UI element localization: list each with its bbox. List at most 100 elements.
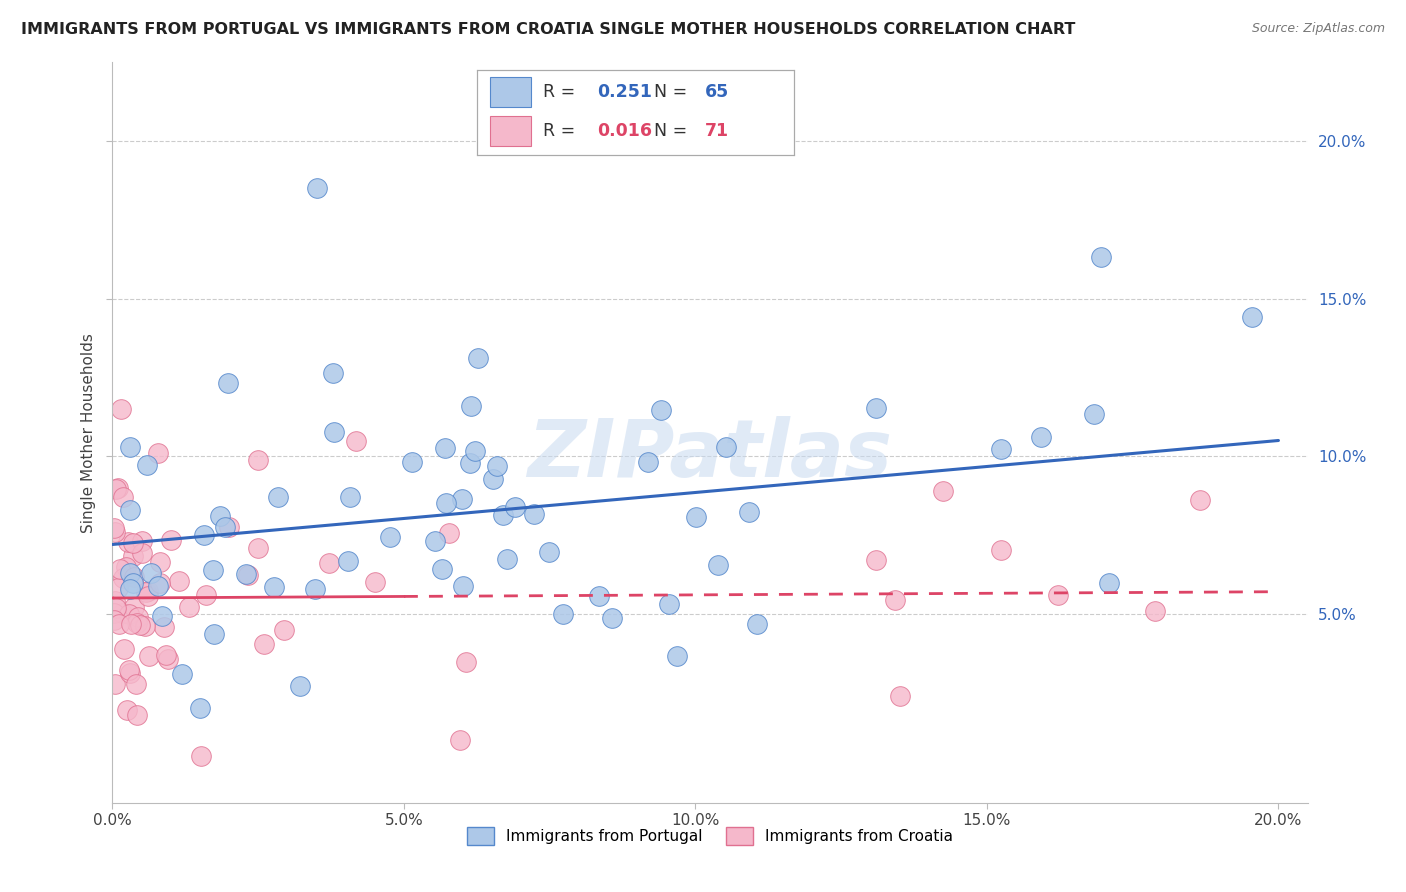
Point [485,459,508,474]
Point [1046,588,1069,602]
Point [138,648,160,663]
Text: Source: ZipAtlas.com: Source: ZipAtlas.com [1251,22,1385,36]
Point [451,492,474,507]
Point [149,575,172,590]
Point [111,571,134,585]
Point [218,519,240,533]
Point [467,351,489,365]
Point [288,679,311,693]
Point [115,559,138,574]
Point [124,677,146,691]
Point [105,482,128,496]
Point [107,481,129,495]
Point [716,440,738,454]
Legend: Immigrants from Portugal, Immigrants from Croatia: Immigrants from Portugal, Immigrants fro… [461,821,959,851]
Point [195,588,218,602]
Point [150,609,173,624]
Point [1029,430,1052,444]
Point [111,606,134,620]
Point [433,441,456,455]
Point [932,483,955,498]
Point [156,652,179,666]
Point [118,666,141,681]
Point [125,615,148,630]
Point [602,611,624,625]
Point [434,496,457,510]
Point [339,490,361,504]
Point [235,567,257,582]
Point [125,708,148,723]
Point [138,589,160,603]
Point [247,541,270,556]
Point [865,401,887,415]
Point [136,584,159,599]
Point [202,627,225,641]
Point [538,545,561,559]
Point [1241,310,1264,324]
Point [551,607,574,621]
Point [1083,407,1105,421]
Point [129,617,152,632]
Point [263,580,285,594]
Point [658,597,681,611]
Point [685,510,707,524]
Point [149,555,172,569]
Point [103,607,125,621]
Point [111,490,134,504]
Point [118,607,141,622]
Point [118,440,141,454]
Point [104,524,127,539]
Point [134,619,156,633]
Point [747,617,769,632]
Point [491,508,513,522]
Point [209,509,232,524]
Point [104,676,127,690]
Point [305,181,328,195]
Text: IMMIGRANTS FROM PORTUGAL VS IMMIGRANTS FROM CROATIA SINGLE MOTHER HOUSEHOLDS COR: IMMIGRANTS FROM PORTUGAL VS IMMIGRANTS F… [21,22,1076,37]
Point [423,534,446,549]
Point [107,581,129,595]
Point [267,490,290,504]
Point [1098,575,1121,590]
Point [464,443,486,458]
Point [131,546,153,560]
Text: ZIPatlas: ZIPatlas [527,416,893,494]
Point [193,528,215,542]
Point [118,663,141,677]
Point [108,562,131,576]
Point [120,617,142,632]
Point [1144,604,1167,618]
Point [523,507,546,521]
Point [482,472,505,486]
Point [990,542,1012,557]
Point [160,533,183,547]
Point [323,425,346,439]
Point [363,574,385,589]
Point [637,455,659,469]
Point [127,610,149,624]
Point [337,554,360,568]
Point [118,566,141,580]
Point [118,503,141,517]
Point [146,579,169,593]
Point [122,549,145,564]
Point [105,601,128,615]
Point [450,733,472,747]
Point [650,403,672,417]
Point [253,637,276,651]
Point [131,533,153,548]
Point [121,536,143,550]
Point [738,505,761,519]
Point [155,648,177,662]
Point [118,582,141,596]
Point [136,458,159,472]
Point [103,521,125,535]
Point [432,562,454,576]
Point [122,570,145,584]
Point [214,519,236,533]
Point [190,748,212,763]
Point [135,585,157,599]
Point [273,624,295,638]
Point [122,599,145,614]
Point [1189,493,1212,508]
